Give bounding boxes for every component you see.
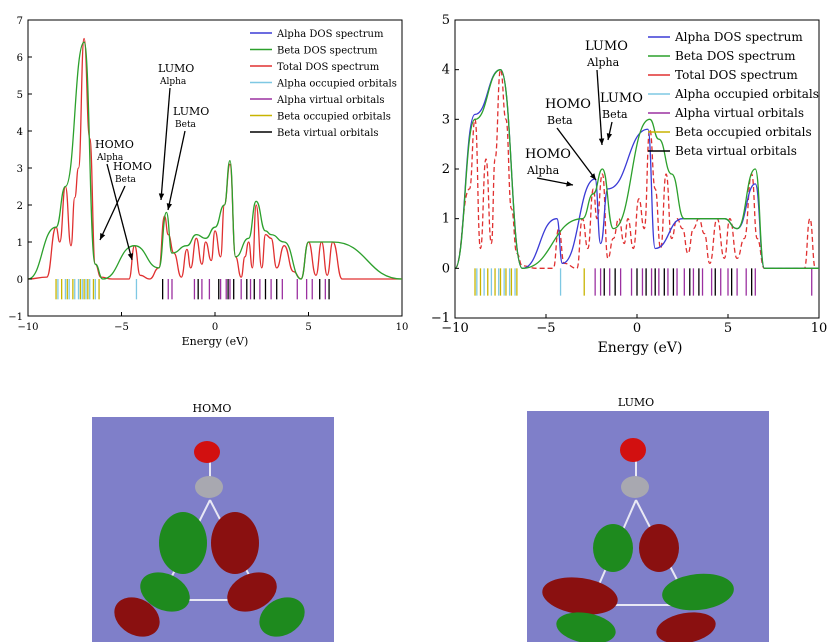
lumo-caption: LUMO — [618, 396, 654, 409]
annotation-label: HOMO — [525, 147, 571, 162]
right-annotations: LUMO Alpha HOMO Beta LUMO Beta HOMO Alpha — [525, 39, 643, 187]
legend-entry: Alpha virtual orbitals — [276, 95, 385, 106]
molecular-orbital-lumo-icon — [542, 438, 734, 642]
annotation-arrowhead — [166, 203, 173, 210]
annotation-label: LUMO — [600, 91, 643, 106]
y-tick-label: −1 — [8, 312, 23, 323]
annotation-arrow — [596, 69, 603, 146]
x-tick-label: −5 — [536, 321, 555, 336]
y-tick-label: 7 — [17, 16, 23, 27]
series-line — [27, 37, 402, 280]
annotation-sublabel: Beta — [602, 108, 628, 121]
x-tick-label: 10 — [811, 321, 828, 336]
right-legend: Alpha DOS spectrum Beta DOS spectrum Total… — [648, 30, 819, 158]
x-tick-label: 5 — [724, 321, 732, 336]
annotation-arrowhead — [589, 173, 596, 180]
legend-entry: Beta virtual orbitals — [675, 144, 797, 158]
x-tick-label: −10 — [17, 322, 38, 333]
annotation-sublabel: Alpha — [586, 56, 620, 69]
legend-entry: Alpha DOS spectrum — [276, 29, 384, 40]
right-x-axis-label: Energy (eV) — [598, 340, 683, 356]
molecular-orbital-homo-icon — [114, 441, 305, 637]
lumo-orbital-panel: LUMO — [527, 396, 769, 642]
annotation-arrowhead — [158, 193, 165, 200]
y-tick-label: 5 — [17, 90, 23, 101]
legend-entry: Beta occupied orbitals — [675, 125, 812, 139]
y-tick-label: 6 — [17, 53, 23, 64]
annotation-arrow — [99, 185, 126, 241]
homo-caption: HOMO — [193, 402, 232, 415]
annotation-label: LUMO — [585, 39, 628, 54]
annotation-label: LUMO — [173, 105, 209, 118]
y-tick-label: 4 — [442, 63, 450, 78]
homo-orbital-panel: HOMO — [92, 402, 334, 642]
x-tick-label: 0 — [212, 322, 218, 333]
annotation-arrow — [106, 163, 133, 261]
legend-entry: Beta virtual orbitals — [277, 128, 379, 139]
annotation-sublabel: Alpha — [526, 164, 560, 177]
x-tick-label: 0 — [633, 321, 641, 336]
left-x-axis-label: Energy (eV) — [182, 335, 249, 348]
annotation-label: HOMO — [545, 97, 591, 112]
legend-entry: Beta DOS spectrum — [675, 49, 796, 63]
annotation-sublabel: Alpha — [159, 77, 187, 87]
legend-entry: Total DOS spectrum — [277, 62, 380, 73]
x-tick-label: 5 — [305, 322, 311, 333]
y-tick-label: 0 — [442, 261, 450, 276]
y-tick-label: 3 — [442, 112, 450, 127]
y-tick-label: 3 — [17, 164, 23, 175]
annotation-arrowhead — [598, 138, 605, 145]
legend-entry: Total DOS spectrum — [675, 68, 798, 82]
series-line — [27, 41, 403, 280]
series-line — [454, 69, 819, 269]
legend-entry: Beta DOS spectrum — [277, 46, 378, 57]
annotation-arrow — [167, 130, 186, 211]
annotation-sublabel: Beta — [175, 120, 197, 130]
legend-entry: Alpha DOS spectrum — [674, 30, 803, 44]
annotation-arrow — [556, 127, 597, 181]
annotation-arrowhead — [100, 233, 106, 240]
y-tick-label: 2 — [17, 201, 23, 212]
y-tick-label: 1 — [17, 238, 23, 249]
annotation-label: HOMO — [95, 138, 134, 151]
legend-entry: Alpha occupied orbitals — [276, 79, 397, 90]
legend-entry: Alpha virtual orbitals — [674, 106, 804, 120]
y-tick-label: 1 — [442, 212, 450, 227]
annotation-sublabel: Beta — [547, 114, 573, 127]
annotation-sublabel: Alpha — [96, 153, 124, 163]
x-tick-label: 10 — [396, 322, 409, 333]
y-tick-label: 2 — [442, 162, 450, 177]
annotation-arrowhead — [127, 253, 134, 260]
annotation-arrowhead — [606, 133, 613, 140]
legend-entry: Alpha occupied orbitals — [674, 87, 819, 101]
legend-entry: Beta occupied orbitals — [277, 112, 391, 123]
annotation-label: HOMO — [113, 160, 152, 173]
x-tick-label: −5 — [114, 322, 129, 333]
y-tick-label: 5 — [442, 13, 450, 28]
y-tick-label: −1 — [431, 311, 450, 326]
annotation-label: LUMO — [158, 62, 194, 75]
annotation-arrowhead — [566, 181, 573, 187]
x-tick-label: −10 — [441, 321, 468, 336]
y-tick-label: 0 — [17, 275, 23, 286]
annotation-sublabel: Beta — [115, 175, 137, 185]
left-legend: Alpha DOS spectrum Beta DOS spectrum Total… — [250, 29, 397, 139]
series-line — [454, 69, 819, 269]
annotation-arrow — [160, 87, 171, 201]
y-tick-label: 4 — [17, 127, 23, 138]
